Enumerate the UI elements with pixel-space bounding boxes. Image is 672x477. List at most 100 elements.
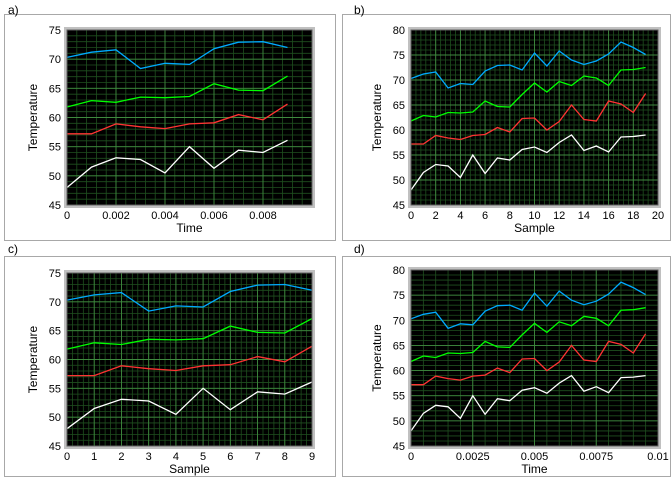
y-tick-label: 50 [393,416,405,428]
y-tick-label: 50 [49,412,61,424]
y-tick-label: 45 [49,441,61,453]
y-tick-label: 75 [393,290,405,302]
x-tick-label: 0 [408,451,414,463]
y-tick-label: 60 [49,113,61,125]
plot-border [66,29,313,206]
x-tick-label: 4 [457,210,463,222]
x-tick-label: 6 [227,451,233,463]
x-tick-label: 0 [64,210,70,222]
y-tick-label: 80 [393,265,405,277]
y-tick-label: 80 [393,25,405,37]
panel-label: d) [354,242,365,256]
series-line-1 [66,41,288,70]
x-tick-label: 8 [282,451,288,463]
y-tick-label: 50 [393,175,405,187]
x-axis-title: Time [176,221,203,235]
y-tick-label: 75 [49,25,61,37]
series-line-2 [410,307,646,363]
x-tick-label: 0.004 [151,210,179,222]
series-line-3 [411,333,647,386]
y-tick-label: 75 [393,50,405,62]
y-axis-title: Temperature [370,83,384,151]
y-tick-label: 65 [393,340,405,352]
y-tick-label: 55 [393,150,405,162]
grid [410,269,659,447]
series-line-2 [410,66,646,122]
chart-panel-1: a) 0 0.002 0.004 0.006 0.008 45 50 55 60 65 70 75 Tim… [4,3,336,241]
y-tick-label: 55 [49,142,61,154]
x-axis-title: Sample [169,462,210,476]
series-line-3 [67,345,313,377]
x-tick-label: 0.008 [249,210,277,222]
x-tick-label: 0.0025 [456,451,490,463]
x-tick-label: 0.002 [102,210,130,222]
chart-panel-2: b) 0 2 4 6 8 10 12 14 16 18 20 45 50 55 60 65 70 75 80 Sampl… [342,3,671,241]
x-tick-label: 4 [173,451,179,463]
plot-border [410,269,659,447]
y-tick-label: 50 [49,171,61,183]
x-tick-label: 0.01 [647,451,668,463]
x-tick-label: 0 [408,210,414,222]
chart-panel-3: c)0 1 2 3 4 5 6 7 8 945505560657075SampleTemperat… [4,242,336,477]
x-tick-label: 8 [507,210,513,222]
y-axis-title: Temperature [26,83,40,151]
y-tick-label: 45 [49,200,61,212]
y-tick-label: 65 [49,83,61,95]
y-tick-label: 65 [393,100,405,112]
series-line-1 [410,281,646,330]
x-tick-label: 1 [91,451,97,463]
y-tick-label: 55 [393,391,405,403]
y-axis-title: Temperature [370,324,384,392]
series-line-3 [67,103,288,135]
x-tick-label: 14 [578,210,590,222]
series-line-2 [66,318,313,350]
series-line-2 [66,75,288,108]
y-tick-label: 60 [393,125,405,137]
y-tick-label: 70 [393,315,405,327]
plot-border [410,29,659,206]
series-line-3 [411,93,647,145]
x-tick-label: 0 [64,451,70,463]
panel-label: a) [8,3,19,17]
x-tick-label: 3 [146,451,152,463]
y-tick-label: 70 [49,54,61,66]
panel-label: b) [354,3,365,17]
y-tick-label: 45 [393,441,405,453]
y-tick-label: 70 [49,297,61,309]
x-tick-label: 0.0075 [579,451,613,463]
grid [66,272,313,447]
y-tick-label: 75 [49,268,61,280]
plot-border [66,272,313,447]
x-tick-label: 18 [627,210,639,222]
x-tick-label: 10 [528,210,540,222]
series-line-1 [410,41,646,89]
x-tick-label: 12 [553,210,565,222]
y-tick-label: 60 [49,355,61,367]
x-tick-label: 0.006 [200,210,228,222]
y-tick-label: 55 [49,383,61,395]
y-tick-label: 65 [49,326,61,338]
series-line-4 [410,134,646,191]
x-axis-title: Sample [514,221,555,235]
x-tick-label: 6 [482,210,488,222]
x-tick-label: 2 [433,210,439,222]
series-line-4 [66,381,313,430]
y-tick-label: 45 [393,200,405,212]
y-tick-label: 60 [393,366,405,378]
x-tick-label: 9 [309,451,315,463]
chart-panel-4: d) 0 0.0025 0.005 0.0075 0.01 45 50 55 60 65 70 75 80… [342,242,671,477]
series-line-4 [410,374,646,432]
series-line-4 [66,139,288,188]
x-tick-label: 0.005 [521,451,549,463]
x-tick-label: 7 [254,451,260,463]
y-axis-title: Temperature [26,325,40,393]
x-tick-label: 5 [200,451,206,463]
x-axis-title: Time [521,462,548,476]
x-tick-label: 2 [118,451,124,463]
series-line-1 [66,283,313,312]
x-tick-label: 20 [652,210,664,222]
y-tick-label: 70 [393,75,405,87]
x-tick-label: 16 [602,210,614,222]
panel-label: c) [8,242,18,256]
